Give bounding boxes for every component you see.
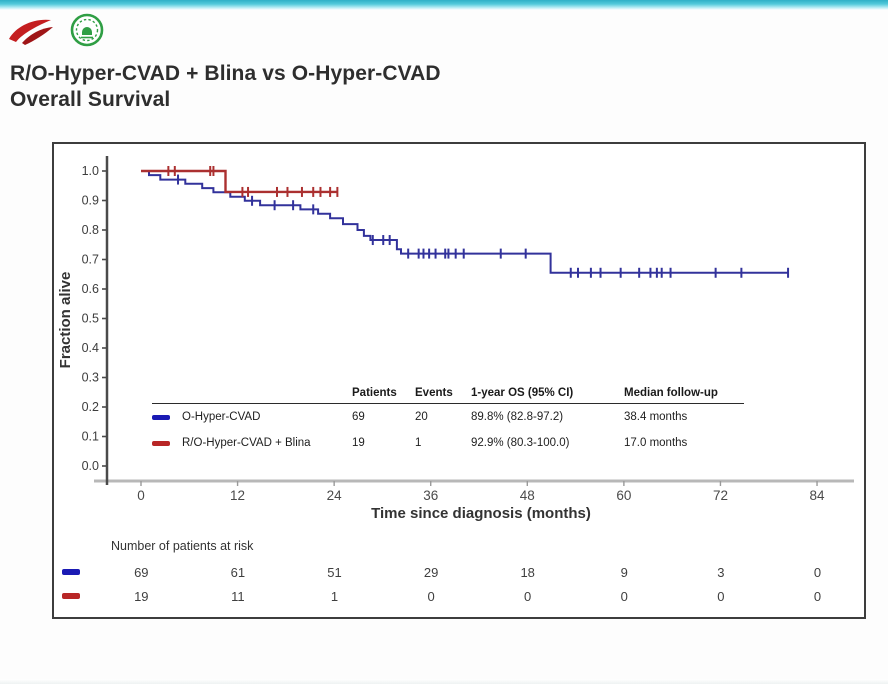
bottom-band [0,679,888,684]
y-tick-label: 0.9 [82,194,99,208]
y-tick-label: 0.1 [82,430,99,444]
y-tick-label: 0.4 [82,341,99,355]
km-curve [141,169,338,194]
y-axis-title: Fraction alive [57,272,74,369]
legend-header-os: 1-year OS (95% CI) [471,386,574,399]
legend-series-name: R/O-Hyper-CVAD + Blina [182,437,311,449]
x-tick-label: 36 [423,488,438,503]
slide-title: R/O-Hyper-CVAD + Blina vs O-Hyper-CVAD O… [10,61,650,113]
legend-rule [152,403,744,404]
x-tick-label: 48 [520,488,535,503]
legend-os: 92.9% (80.3-100.0) [471,437,570,449]
legend-swatch-cell [152,404,182,430]
logo-group [8,13,104,47]
legend-header-events: Events [415,386,453,399]
top-accent-bar [0,0,888,10]
legend-header-followup: Median follow-up [624,386,718,399]
x-axis-title: Time since diagnosis (months) [371,505,591,522]
x-tick-label: 84 [810,488,826,503]
y-tick-label: 0.3 [82,371,99,385]
x-tick-label: 72 [713,488,728,503]
x-tick-label: 0 [137,488,145,503]
km-plot: 0.0 0.1 0.2 0.3 0.4 0.5 0.6 0.7 0.8 0.9 1.0 0 12 24 36… [57,156,854,522]
legend-events: 20 [415,411,428,423]
survival-chart-panel: 0.0 0.1 0.2 0.3 0.4 0.5 0.6 0.7 0.8 0.9 1.0 0 12 24 36… [52,142,866,619]
legend-patients: 69 [352,411,365,423]
legend-grid: Patients Events 1-year OS (95% CI) Media… [152,383,744,456]
y-tick-label: 0.5 [82,312,99,326]
legend-events: 1 [415,437,422,449]
legend-swatch [152,414,170,420]
y-tick-label: 0.8 [82,223,99,237]
legend-followup: 38.4 months [624,411,688,423]
x-tick-label: 12 [230,488,245,503]
y-tick-label: 0.0 [82,459,99,473]
legend-swatch [152,440,170,446]
y-tick-label: 1.0 [82,164,99,178]
y-tick-label: 0.7 [82,253,99,267]
y-tick-label: 0.6 [82,282,99,296]
legend-swatch-cell [152,430,182,456]
legend-patients: 19 [352,437,365,449]
x-tick-label: 24 [327,488,343,503]
legend-series-name: O-Hyper-CVAD [182,411,261,423]
legend-header-patients: Patients [352,386,397,399]
km-curve [141,170,789,274]
legend-os: 89.8% (82.8-97.2) [471,411,564,423]
red-swoosh-logo [9,19,53,45]
legend-table: Patients Events 1-year OS (95% CI) Media… [152,383,744,456]
slide-title-line1: R/O-Hyper-CVAD + Blina vs O-Hyper-CVAD [10,62,441,85]
x-tick-label: 60 [616,488,631,503]
slide-title-line2: Overall Survival [10,88,171,111]
legend-followup: 17.0 months [624,437,688,449]
green-emblem-logo [70,13,104,47]
y-tick-label: 0.2 [82,400,99,414]
